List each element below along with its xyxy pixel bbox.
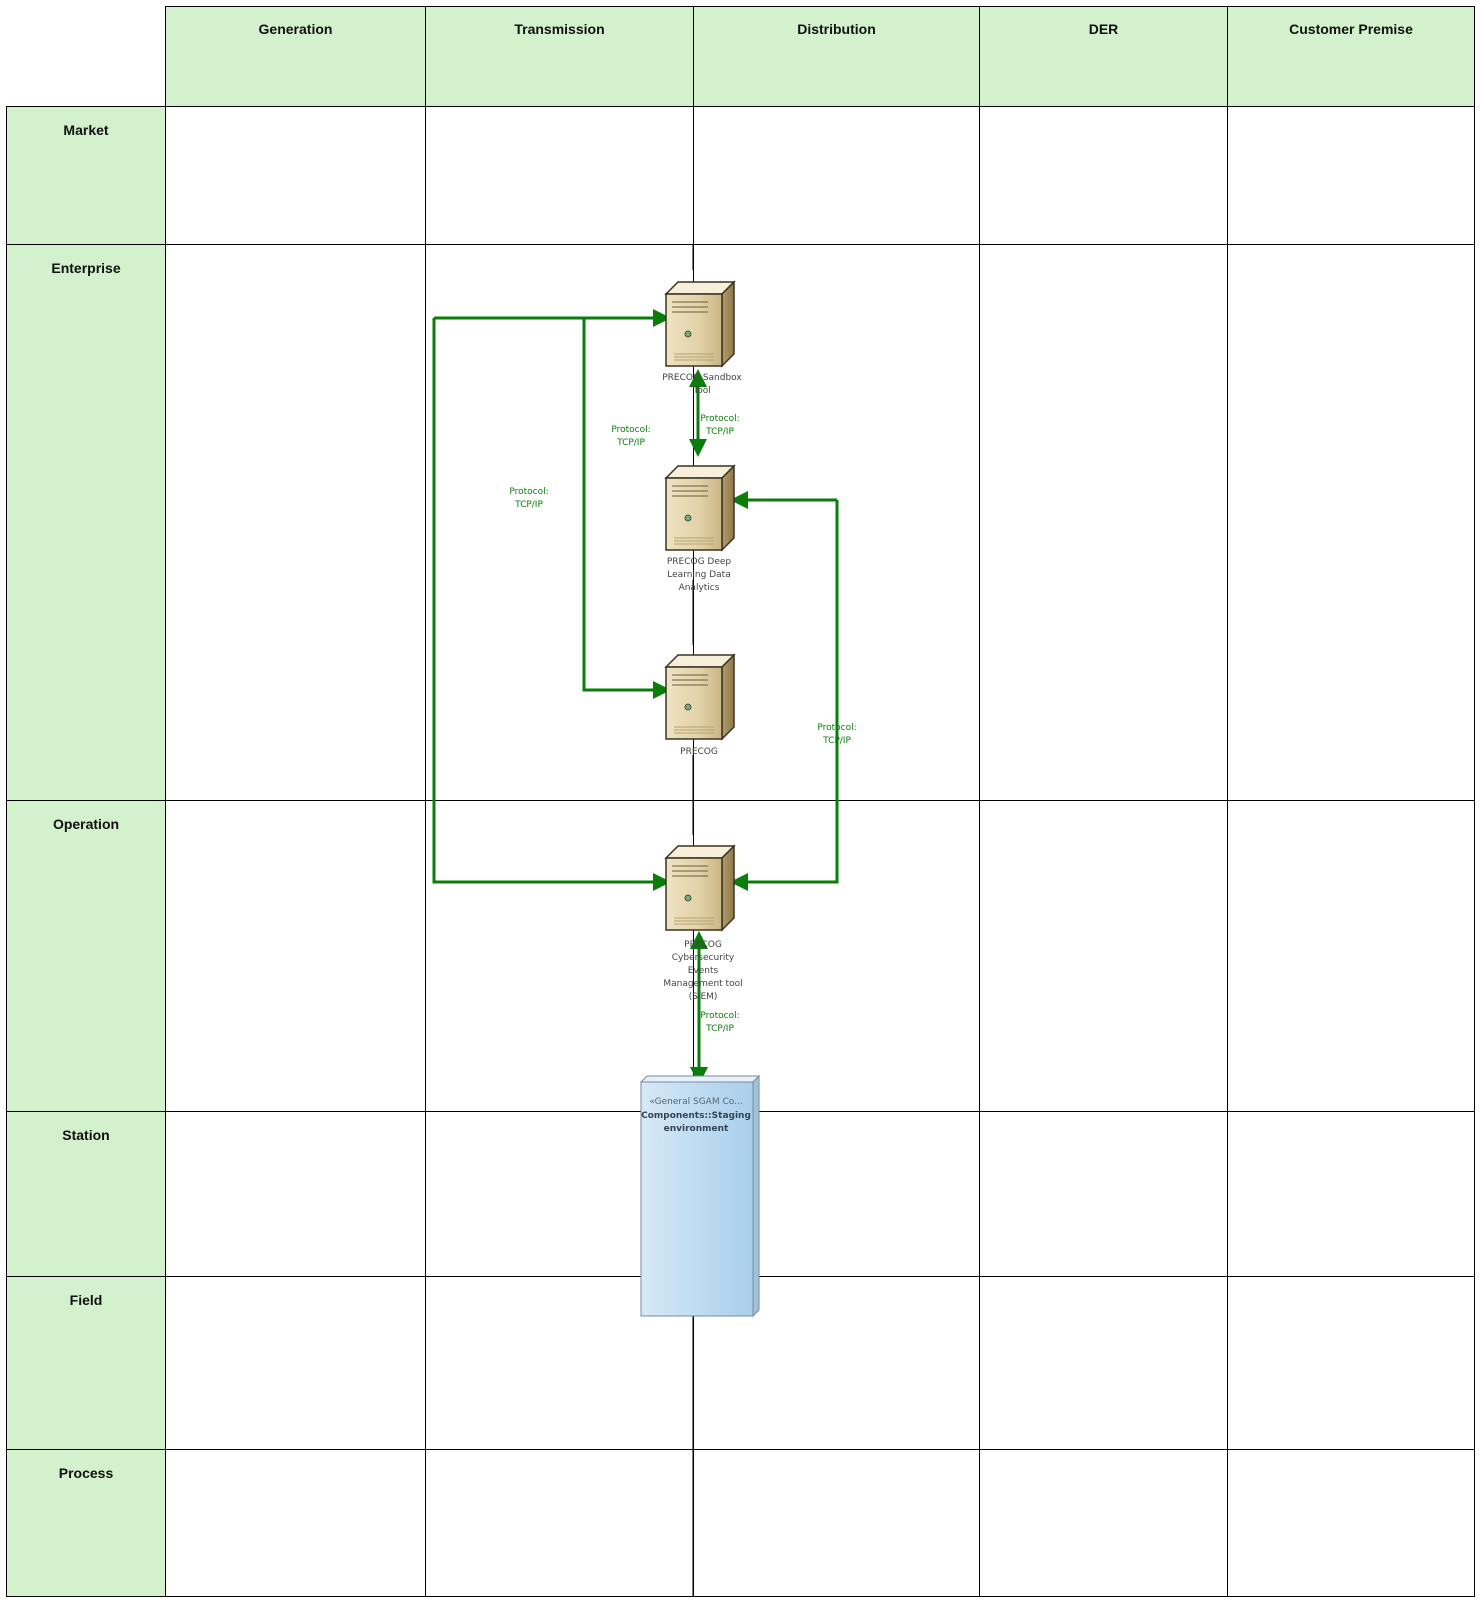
grid-cell-market-customer-premise [1227, 106, 1475, 245]
grid-cell-station-customer-premise [1227, 1111, 1475, 1277]
grid-cell-station-distribution [693, 1111, 980, 1277]
column-header-generation: Generation [165, 6, 426, 107]
grid-cell-field-distribution [693, 1276, 980, 1450]
row-header-market: Market [6, 106, 166, 245]
grid-cell-market-der [979, 106, 1228, 245]
grid-cell-operation-transmission [425, 800, 694, 1112]
grid-cell-market-transmission [425, 106, 694, 245]
grid-cell-field-generation [165, 1276, 426, 1450]
grid-cell-market-generation [165, 106, 426, 245]
row-header-field: Field [6, 1276, 166, 1450]
grid-cell-process-generation [165, 1449, 426, 1597]
grid-cell-process-customer-premise [1227, 1449, 1475, 1597]
grid-cell-enterprise-distribution [693, 244, 980, 801]
grid-cell-station-generation [165, 1111, 426, 1277]
grid-cell-process-transmission [425, 1449, 694, 1597]
row-header-enterprise: Enterprise [6, 244, 166, 801]
grid-cell-enterprise-transmission [425, 244, 694, 801]
row-header-operation: Operation [6, 800, 166, 1112]
grid-cell-operation-generation [165, 800, 426, 1112]
grid-cell-field-der [979, 1276, 1228, 1450]
grid-cell-market-distribution [693, 106, 980, 245]
grid-cell-enterprise-customer-premise [1227, 244, 1475, 801]
grid-cell-process-der [979, 1449, 1228, 1597]
grid-cell-enterprise-generation [165, 244, 426, 801]
row-header-process: Process [6, 1449, 166, 1597]
column-header-der: DER [979, 6, 1228, 107]
grid-cell-field-transmission [425, 1276, 694, 1450]
grid-cell-station-transmission [425, 1111, 694, 1277]
grid-cell-field-customer-premise [1227, 1276, 1475, 1450]
column-header-customer-premise: Customer Premise [1227, 6, 1475, 107]
grid-cell-operation-customer-premise [1227, 800, 1475, 1112]
grid-cell-operation-der [979, 800, 1228, 1112]
grid-cell-station-der [979, 1111, 1228, 1277]
column-header-distribution: Distribution [693, 6, 980, 107]
row-header-station: Station [6, 1111, 166, 1277]
grid-cell-operation-distribution [693, 800, 980, 1112]
column-header-transmission: Transmission [425, 6, 694, 107]
grid-cell-process-distribution [693, 1449, 980, 1597]
grid-cell-enterprise-der [979, 244, 1228, 801]
